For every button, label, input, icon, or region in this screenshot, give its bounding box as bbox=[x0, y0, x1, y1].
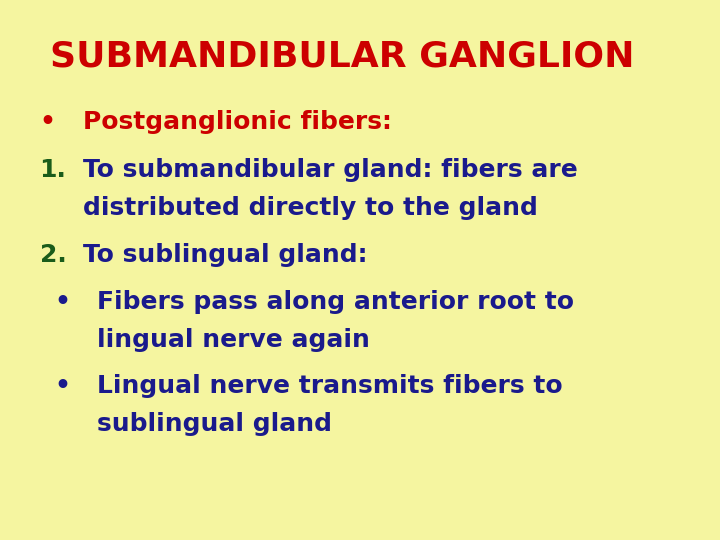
Text: Lingual nerve transmits fibers to: Lingual nerve transmits fibers to bbox=[97, 374, 563, 398]
Text: Postganglionic fibers:: Postganglionic fibers: bbox=[83, 110, 392, 133]
Text: •: • bbox=[54, 291, 70, 314]
Text: To submandibular gland: fibers are: To submandibular gland: fibers are bbox=[83, 158, 577, 182]
Text: •: • bbox=[40, 110, 55, 133]
Text: lingual nerve again: lingual nerve again bbox=[97, 328, 370, 352]
Text: 2.: 2. bbox=[40, 244, 66, 267]
Text: distributed directly to the gland: distributed directly to the gland bbox=[83, 196, 538, 220]
Text: 1.: 1. bbox=[40, 158, 66, 182]
Text: To sublingual gland:: To sublingual gland: bbox=[83, 244, 367, 267]
Text: Fibers pass along anterior root to: Fibers pass along anterior root to bbox=[97, 291, 575, 314]
Text: •: • bbox=[54, 374, 70, 398]
Text: SUBMANDIBULAR GANGLION: SUBMANDIBULAR GANGLION bbox=[50, 40, 635, 73]
Text: sublingual gland: sublingual gland bbox=[97, 412, 332, 436]
